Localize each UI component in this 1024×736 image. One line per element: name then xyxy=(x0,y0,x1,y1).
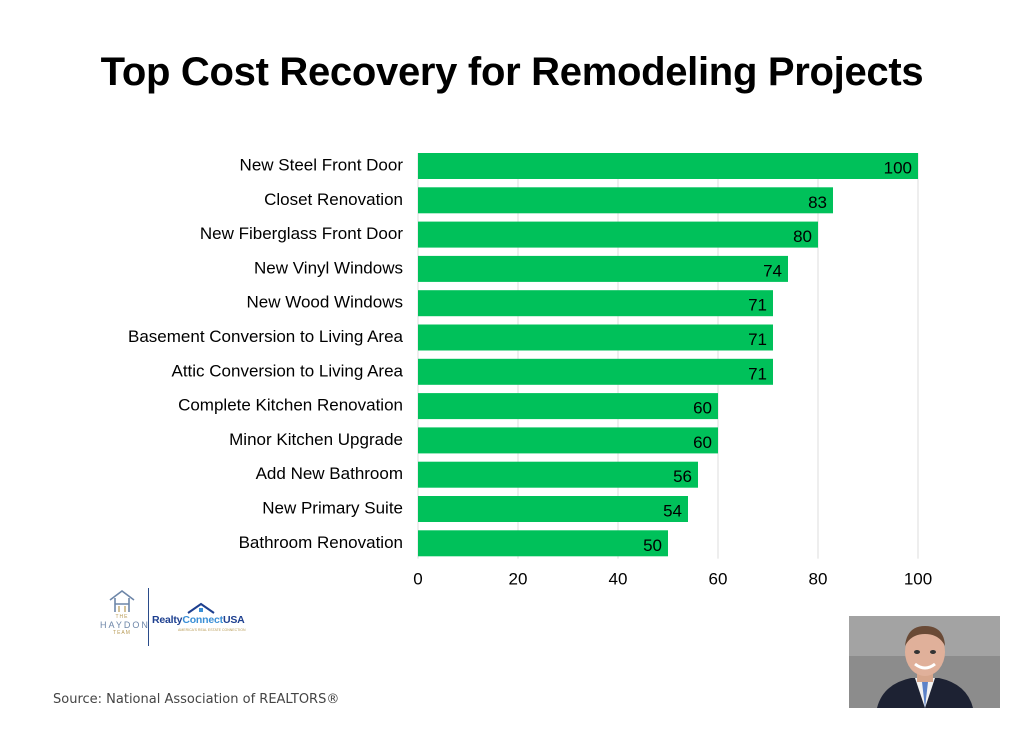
category-label: Bathroom Renovation xyxy=(239,533,403,552)
haydon-top-text: THE xyxy=(115,614,129,620)
realty-name: RealtyConnectUSA xyxy=(152,614,245,626)
realty-name-part1: Realty xyxy=(152,614,183,626)
category-label: Add New Bathroom xyxy=(256,464,403,483)
bar-chart: 0 20 40 60 80 100 New Steel Front Door 100 Close… xyxy=(128,153,932,589)
haydon-team-logo: THE HAYDON TEAM xyxy=(100,588,150,648)
x-tick-label: 100 xyxy=(904,570,932,589)
data-label: 74 xyxy=(763,261,782,280)
data-label: 60 xyxy=(693,433,712,452)
category-label: Attic Conversion to Living Area xyxy=(171,361,403,380)
agent-portrait-image xyxy=(849,616,1000,708)
data-label: 100 xyxy=(884,159,912,178)
x-tick-label: 60 xyxy=(709,570,728,589)
bar xyxy=(418,255,788,282)
bar xyxy=(418,393,718,420)
x-tick-label: 20 xyxy=(509,570,528,589)
bar xyxy=(418,461,698,488)
x-tick-label: 0 xyxy=(413,570,422,589)
bar xyxy=(418,187,833,214)
data-label: 54 xyxy=(663,502,682,521)
roof-icon xyxy=(187,602,215,614)
category-label: Basement Conversion to Living Area xyxy=(128,327,404,346)
bar xyxy=(418,324,773,351)
haydon-name-text: HAYDON xyxy=(100,620,150,630)
category-label: Closet Renovation xyxy=(264,190,403,209)
category-label: Complete Kitchen Renovation xyxy=(178,396,403,415)
x-tick-label: 40 xyxy=(609,570,628,589)
category-label: Minor Kitchen Upgrade xyxy=(229,430,403,449)
chart-title: Top Cost Recovery for Remodeling Project… xyxy=(100,50,924,94)
realty-tagline: AMERICA'S REAL ESTATE CONNECTION xyxy=(178,628,246,632)
bar xyxy=(418,221,818,248)
data-label: 83 xyxy=(808,193,827,212)
data-label: 71 xyxy=(748,330,767,349)
bar xyxy=(418,358,773,385)
bar xyxy=(418,153,918,179)
haydon-bottom-text: TEAM xyxy=(113,630,131,636)
brand-logos: THE HAYDON TEAM RealtyConnectUSA AMERICA… xyxy=(100,588,260,648)
category-label: New Vinyl Windows xyxy=(254,258,403,277)
source-note: Source: National Association of REALTORS… xyxy=(53,692,340,707)
category-label: New Primary Suite xyxy=(262,499,403,518)
realty-name-part2: Connect xyxy=(182,614,223,626)
category-label: New Steel Front Door xyxy=(240,156,404,175)
agent-photo xyxy=(849,616,1000,708)
data-label: 50 xyxy=(643,536,662,555)
bar xyxy=(418,427,718,454)
bar xyxy=(418,530,668,557)
category-label: New Fiberglass Front Door xyxy=(200,224,403,243)
realty-name-part3: USA xyxy=(222,614,245,626)
logo-divider xyxy=(148,588,149,646)
data-label: 71 xyxy=(748,296,767,315)
data-label: 56 xyxy=(673,467,692,486)
bar xyxy=(418,290,773,317)
x-tick-label: 80 xyxy=(809,570,828,589)
category-label: New Wood Windows xyxy=(246,293,403,312)
realty-connect-logo: RealtyConnectUSA AMERICA'S REAL ESTATE C… xyxy=(152,602,262,632)
data-label: 80 xyxy=(793,227,812,246)
house-icon xyxy=(109,590,135,612)
bar xyxy=(418,496,688,522)
data-label: 60 xyxy=(693,399,712,418)
data-label: 71 xyxy=(748,364,767,383)
